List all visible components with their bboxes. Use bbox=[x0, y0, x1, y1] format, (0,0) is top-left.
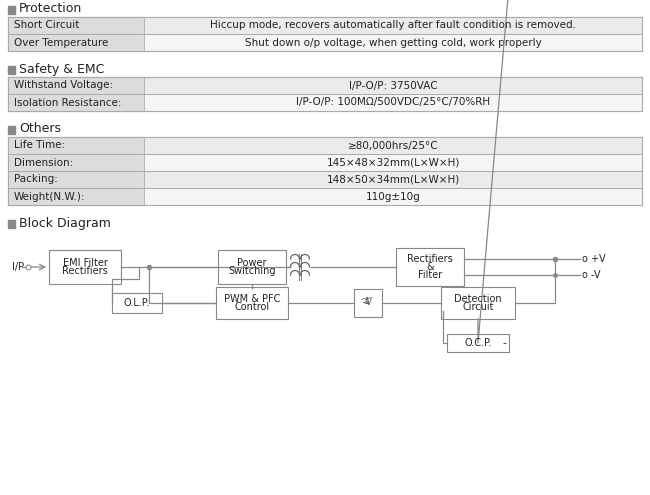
Text: &: & bbox=[426, 262, 434, 272]
Bar bbox=[144, 137, 642, 154]
Bar bbox=[8, 66, 15, 74]
Text: Rectifiers: Rectifiers bbox=[407, 254, 453, 264]
Text: Power: Power bbox=[237, 258, 266, 268]
Text: Control: Control bbox=[235, 302, 270, 312]
Bar bbox=[144, 94, 642, 111]
Bar bbox=[144, 34, 642, 51]
Bar bbox=[447, 334, 509, 352]
Text: Withstand Voltage:: Withstand Voltage: bbox=[14, 81, 113, 91]
Bar bbox=[144, 77, 642, 94]
Bar bbox=[441, 287, 515, 319]
Text: Weight(N.W.):: Weight(N.W.): bbox=[14, 192, 86, 201]
Text: -: - bbox=[502, 338, 506, 348]
Text: Filter: Filter bbox=[418, 269, 442, 280]
Bar bbox=[216, 287, 288, 319]
Text: Shut down o/p voltage, when getting cold, work properly: Shut down o/p voltage, when getting cold… bbox=[245, 38, 541, 48]
Text: Block Diagram: Block Diagram bbox=[19, 216, 111, 230]
Bar bbox=[8, 220, 15, 228]
Bar bbox=[8, 188, 144, 205]
Text: EMI Filter: EMI Filter bbox=[62, 258, 107, 268]
Text: I/P: I/P bbox=[12, 262, 24, 272]
Bar bbox=[218, 250, 286, 284]
Bar bbox=[396, 248, 464, 286]
Text: Short Circuit: Short Circuit bbox=[14, 20, 79, 31]
Text: Circuit: Circuit bbox=[462, 302, 494, 312]
Bar bbox=[354, 289, 382, 317]
Text: Safety & EMC: Safety & EMC bbox=[19, 62, 105, 76]
Bar bbox=[8, 77, 144, 94]
Text: Packing:: Packing: bbox=[14, 175, 58, 185]
Text: Protection: Protection bbox=[19, 2, 83, 15]
Bar bbox=[8, 94, 144, 111]
Text: I/P-O/P: 3750VAC: I/P-O/P: 3750VAC bbox=[349, 81, 437, 91]
Bar bbox=[112, 293, 162, 313]
Text: Hiccup mode, recovers automatically after fault condition is removed.: Hiccup mode, recovers automatically afte… bbox=[210, 20, 576, 31]
Text: Dimension:: Dimension: bbox=[14, 157, 73, 167]
Bar bbox=[8, 6, 15, 14]
Text: Switching: Switching bbox=[228, 266, 276, 276]
Bar bbox=[8, 154, 144, 171]
Text: I/P-O/P: 100MΩ/500VDC/25°C/70%RH: I/P-O/P: 100MΩ/500VDC/25°C/70%RH bbox=[296, 98, 490, 107]
Bar bbox=[144, 154, 642, 171]
Bar bbox=[144, 188, 642, 205]
Text: Detection: Detection bbox=[454, 294, 502, 304]
Text: 110g±10g: 110g±10g bbox=[366, 192, 421, 201]
Text: 145×48×32mm(L×W×H): 145×48×32mm(L×W×H) bbox=[326, 157, 460, 167]
Text: Life Time:: Life Time: bbox=[14, 141, 65, 150]
Text: PWM & PFC: PWM & PFC bbox=[224, 294, 280, 304]
Bar bbox=[8, 34, 144, 51]
Text: 148×50×34mm(L×W×H): 148×50×34mm(L×W×H) bbox=[326, 175, 460, 185]
Text: Others: Others bbox=[19, 122, 61, 136]
Bar bbox=[8, 171, 144, 188]
Text: Isolation Resistance:: Isolation Resistance: bbox=[14, 98, 122, 107]
Bar bbox=[8, 126, 15, 134]
Text: O.C.P.: O.C.P. bbox=[464, 338, 492, 348]
Text: O.L.P.: O.L.P. bbox=[124, 298, 150, 308]
Text: o +V: o +V bbox=[582, 254, 606, 264]
Bar bbox=[8, 17, 144, 34]
Text: ≥80,000hrs/25°C: ≥80,000hrs/25°C bbox=[348, 141, 439, 150]
Bar bbox=[144, 171, 642, 188]
Text: o -V: o -V bbox=[582, 270, 601, 280]
Bar bbox=[8, 137, 144, 154]
Text: Rectifiers: Rectifiers bbox=[62, 266, 108, 276]
Text: Over Temperature: Over Temperature bbox=[14, 38, 109, 48]
Bar bbox=[144, 17, 642, 34]
Bar bbox=[49, 250, 121, 284]
